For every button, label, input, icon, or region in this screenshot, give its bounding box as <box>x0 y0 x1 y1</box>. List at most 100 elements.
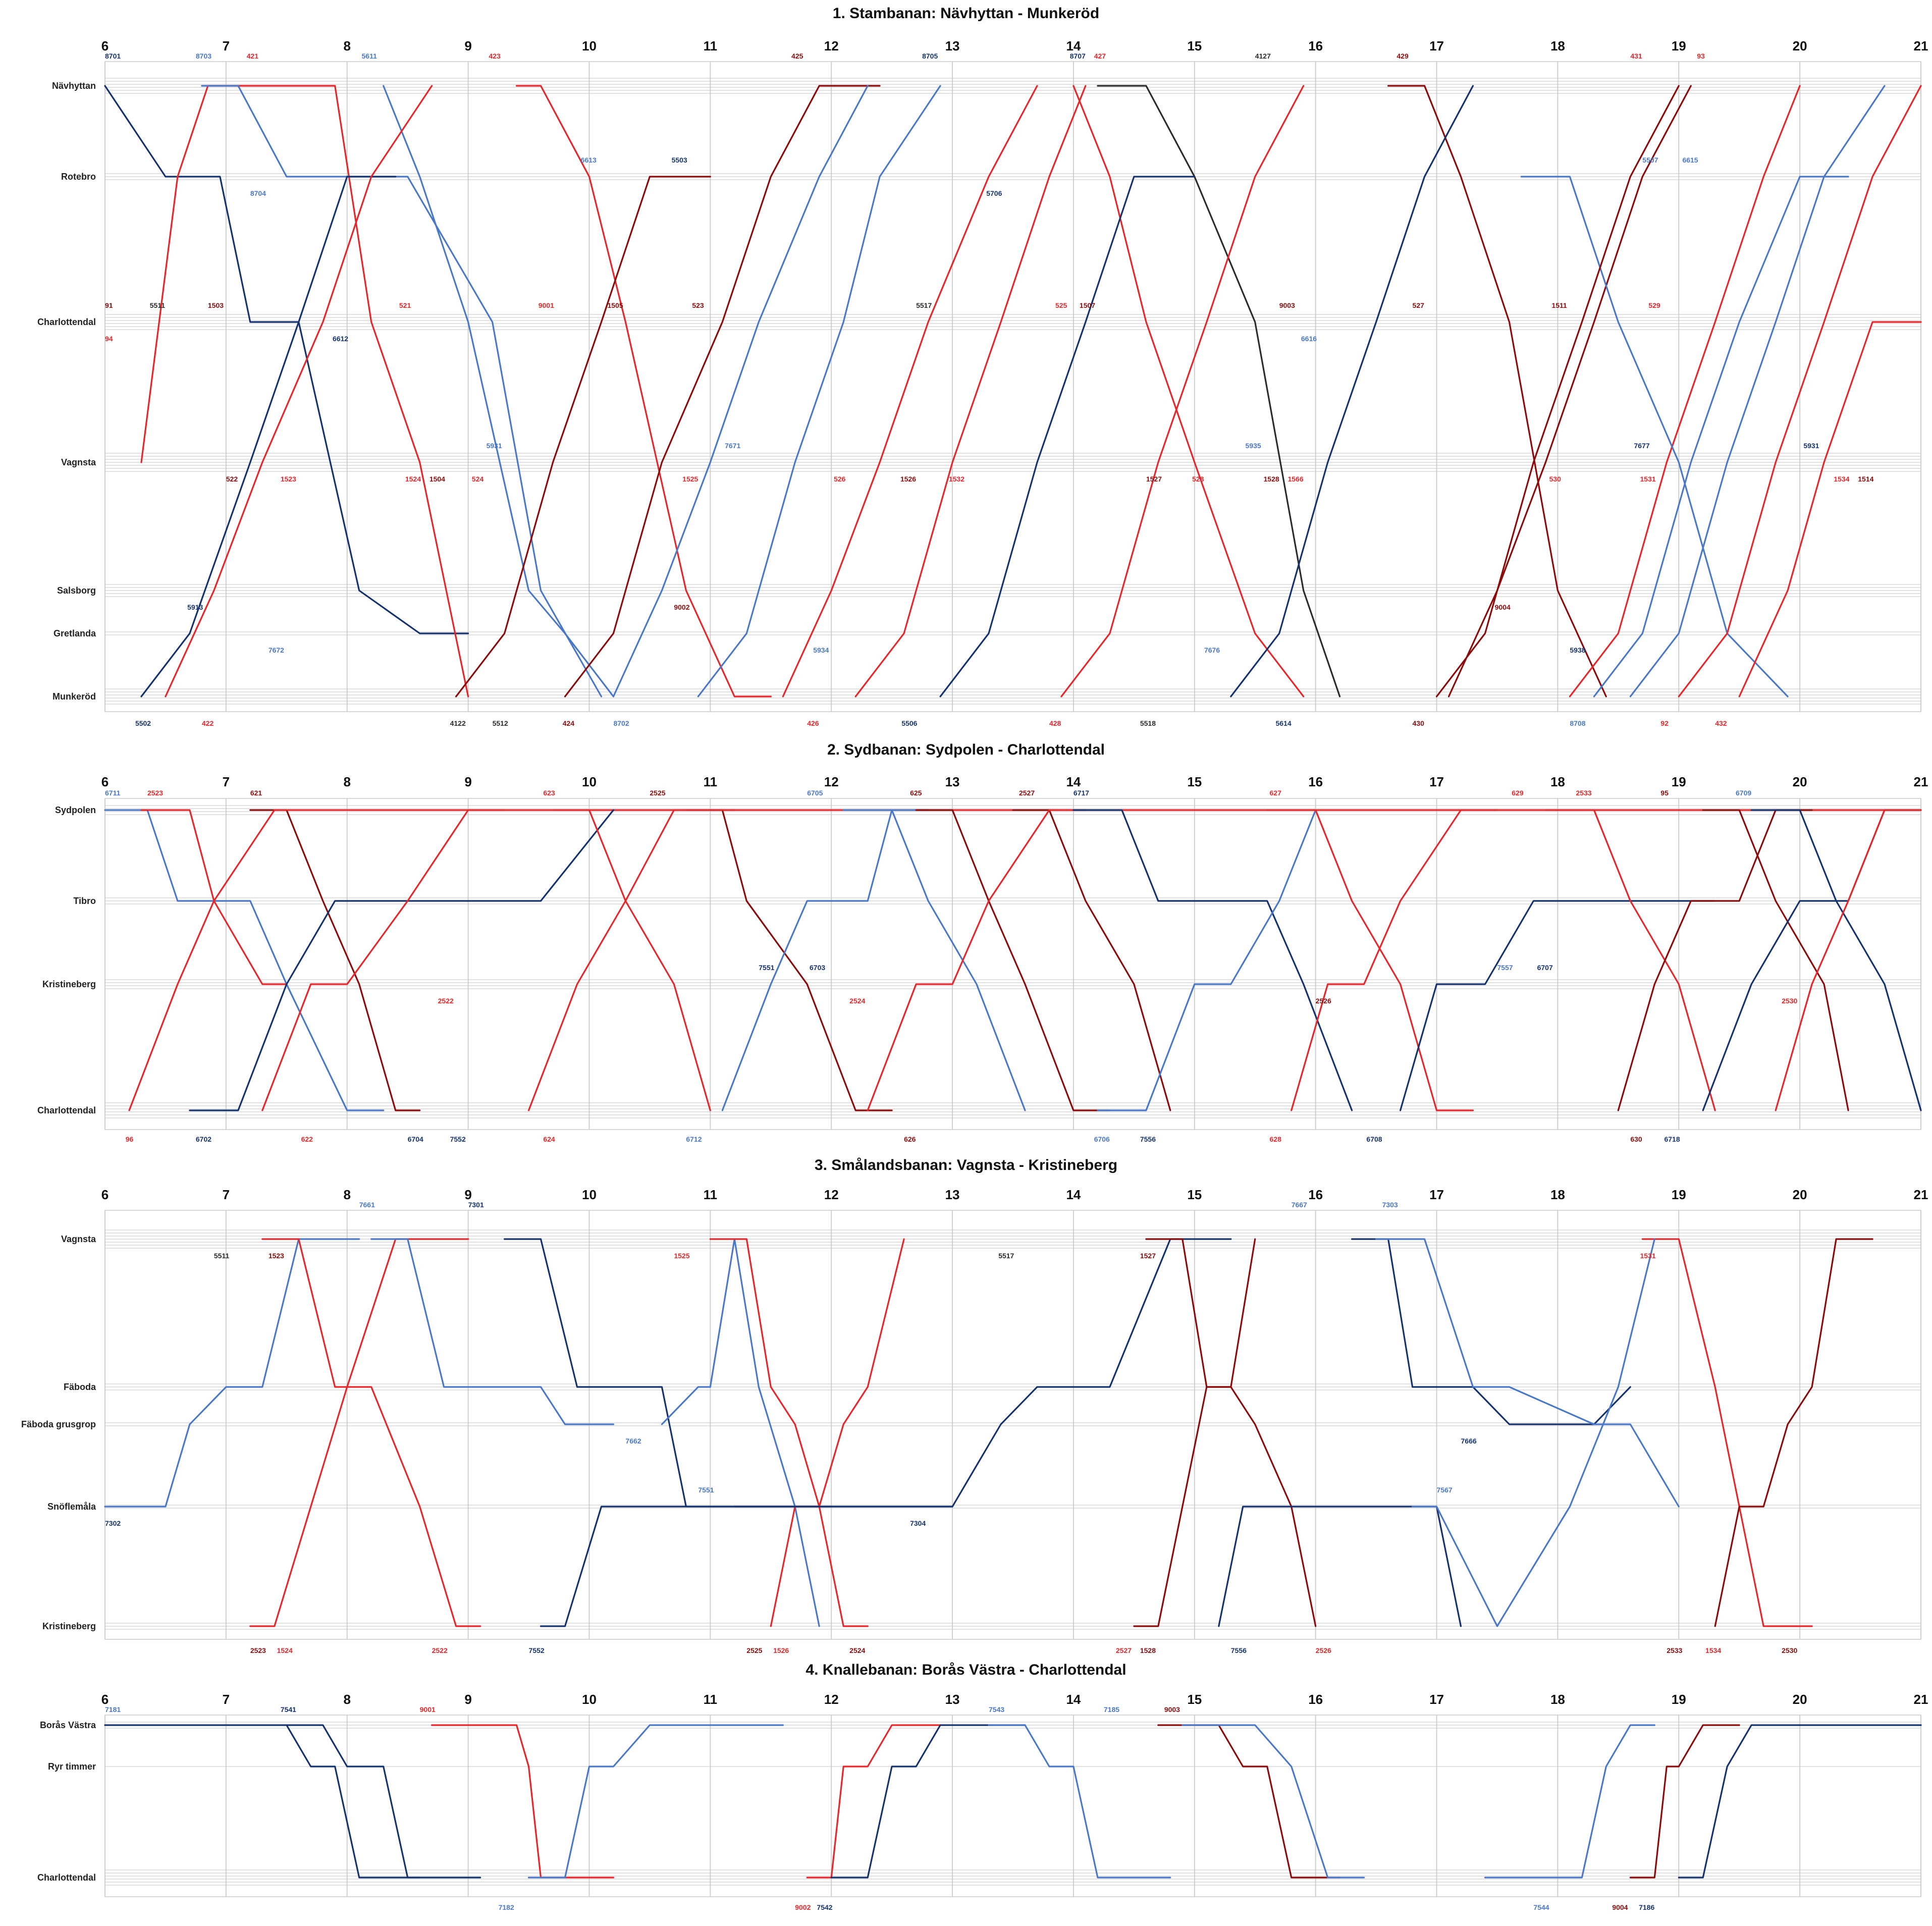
hour-tick-label: 10 <box>582 1187 597 1202</box>
hour-tick-label: 9 <box>464 1187 471 1202</box>
hour-tick-label: 20 <box>1793 38 1807 54</box>
train-path-6615 <box>1520 176 1789 698</box>
train-number-label: 7304 <box>910 1519 926 1527</box>
train-number-label: 6711 <box>105 789 121 797</box>
hour-tick-label: 7 <box>223 1187 230 1202</box>
station-label: Fäboda grusgrop <box>21 1419 96 1429</box>
hour-tick-label: 13 <box>945 38 960 54</box>
train-path-95 <box>1702 809 1849 1111</box>
train-path-5507 <box>1629 85 1886 698</box>
hour-tick-label: 13 <box>945 1692 960 1707</box>
train-number-label: 2527 <box>1116 1646 1132 1654</box>
train-number-label: 630 <box>1630 1135 1642 1143</box>
hour-tick-label: 8 <box>343 1692 350 1707</box>
train-path-5502 <box>140 176 397 698</box>
train-path-9004 <box>1629 1724 1740 1879</box>
hour-tick-label: 17 <box>1429 1187 1444 1202</box>
train-number-label: 7186 <box>1639 1903 1654 1911</box>
train-path-422 <box>165 85 433 698</box>
hour-tick-label: 12 <box>824 1692 839 1707</box>
train-number-label: 5913 <box>187 603 203 611</box>
hour-tick-label: 10 <box>582 38 597 54</box>
train-number-label: 1528 <box>1140 1646 1156 1654</box>
train-number-label: 1525 <box>674 1252 689 1260</box>
train-number-label: 5614 <box>1276 719 1292 727</box>
hour-tick-label: 16 <box>1308 1187 1323 1202</box>
train-number-label: 2526 <box>1316 997 1331 1005</box>
station-label: Gretlanda <box>53 628 96 638</box>
train-number-label: 425 <box>791 52 803 60</box>
hour-tick-label: 18 <box>1550 774 1565 789</box>
train-number-label: 421 <box>247 52 259 60</box>
hour-tick-label: 20 <box>1793 1692 1807 1707</box>
train-path-8701 <box>104 85 469 634</box>
train-path-429 <box>1387 85 1607 698</box>
train-number-label: 1528 <box>1264 475 1279 483</box>
hour-tick-label: 11 <box>704 1692 718 1707</box>
hour-tick-label: 9 <box>464 1692 471 1707</box>
train-number-label: 2530 <box>1782 997 1797 1005</box>
hour-tick-label: 15 <box>1187 38 1202 54</box>
train-number-label: 7672 <box>269 646 284 654</box>
train-number-label: 7567 <box>1437 1486 1453 1494</box>
train-number-label: 1525 <box>682 475 698 483</box>
train-path-2530 <box>1775 809 1922 1111</box>
train-number-label: 432 <box>1715 719 1727 727</box>
train-path-430 <box>1435 85 1680 698</box>
station-label: Tibro <box>73 896 96 906</box>
train-number-label: 5611 <box>362 52 378 60</box>
train-number-label: 5938 <box>1570 646 1585 654</box>
train-number-label: 7544 <box>1533 1903 1549 1911</box>
train-number-label: 5517 <box>998 1252 1014 1260</box>
train-path-2523 <box>140 809 288 985</box>
hour-tick-label: 21 <box>1914 1187 1928 1202</box>
train-number-label: 2524 <box>849 997 865 1005</box>
train-number-label: 7557 <box>1497 964 1513 972</box>
train-number-label: 9003 <box>1164 1705 1180 1714</box>
train-path-7556 <box>1218 1506 1462 1627</box>
train-path-7567 <box>1412 1238 1655 1627</box>
train-number-label: 621 <box>250 789 262 797</box>
train-path-7552 <box>540 1506 953 1627</box>
train-path-6709 <box>1750 809 1922 1111</box>
hour-tick-label: 21 <box>1914 38 1928 54</box>
panel-1: 1. Stambanan: Nävhyttan - Munkeröd 6 7 8 9 10… <box>37 5 1928 727</box>
hour-tick-label: 7 <box>223 1692 230 1707</box>
train-number-label: 526 <box>834 475 846 483</box>
train-number-label: 8702 <box>613 719 629 727</box>
hour-tick-label: 10 <box>582 1692 597 1707</box>
train-number-label: 1511 <box>1551 301 1567 309</box>
station-label: Nävhyttan <box>52 81 96 91</box>
train-path-7182 <box>527 1724 784 1879</box>
train-number-label: 7552 <box>450 1135 466 1143</box>
train-path-427 <box>1072 85 1305 698</box>
train-number-label: 9001 <box>420 1705 436 1714</box>
hour-tick-label: 11 <box>704 774 718 789</box>
train-number-label: 5518 <box>1140 719 1156 727</box>
hour-tick-label: 13 <box>945 774 960 789</box>
train-path-1523 <box>261 1238 481 1627</box>
station-label: Snöflemåla <box>47 1502 96 1512</box>
train-number-label: 1534 <box>1705 1646 1721 1654</box>
train-number-label: 1523 <box>281 475 296 483</box>
train-number-label: 2526 <box>1316 1646 1331 1654</box>
train-path-2524 <box>770 1238 905 1627</box>
train-number-label: 7301 <box>468 1201 484 1209</box>
train-path-2527 <box>1133 1238 1256 1627</box>
train-path-1525 <box>709 1238 869 1627</box>
train-path-431 <box>1447 85 1692 698</box>
train-number-label: 1524 <box>277 1646 293 1654</box>
train-number-label: 5934 <box>813 646 829 654</box>
station-label: Kristineberg <box>42 1621 96 1631</box>
train-number-label: 1531 <box>1640 1252 1656 1260</box>
panel-4: 4. Knallebanan: Borås Västra - Charlotte… <box>37 1662 1928 1911</box>
train-number-label: 5503 <box>672 156 687 164</box>
train-number-label: 7185 <box>1104 1705 1119 1714</box>
train-number-label: 521 <box>399 301 411 309</box>
hour-tick-label: 18 <box>1550 1187 1565 1202</box>
train-path-9001 <box>431 1724 615 1879</box>
train-number-label: 7542 <box>817 1903 832 1911</box>
hour-tick-label: 11 <box>704 38 718 54</box>
train-number-label: 1524 <box>405 475 421 483</box>
